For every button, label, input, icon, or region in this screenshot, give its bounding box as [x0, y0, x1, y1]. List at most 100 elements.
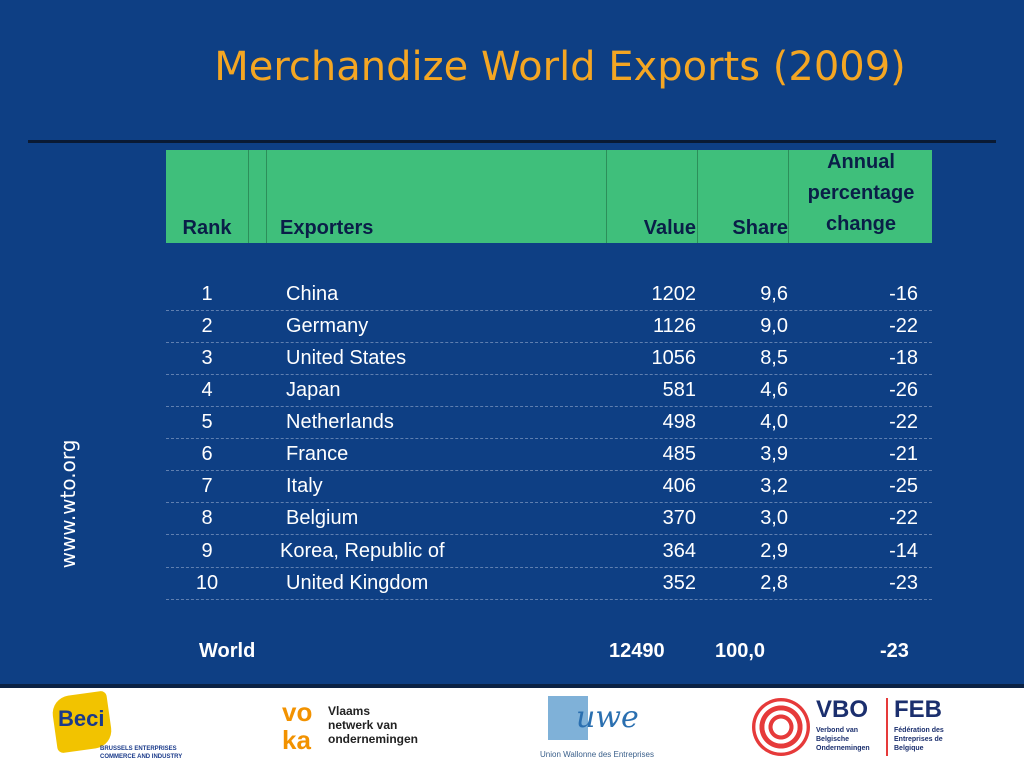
- cell-exporter: France: [286, 443, 349, 465]
- cell-share: 9,6: [760, 283, 788, 305]
- beci-logo: Beci BRUSSELS ENTERPRISES COMMERCE AND I…: [50, 690, 194, 764]
- cell-share: 9,0: [760, 315, 788, 337]
- cell-value: 485: [662, 443, 696, 465]
- table-row: 2 Germany 1126 9,0 -22: [166, 310, 932, 343]
- cell-share: 3,0: [760, 507, 788, 529]
- cell-exporter: Italy: [286, 475, 323, 497]
- logo-strip: Beci BRUSSELS ENTERPRISES COMMERCE AND I…: [0, 688, 1024, 768]
- table-row: 3 United States 1056 8,5 -18: [166, 342, 932, 375]
- header-divider: [266, 150, 267, 243]
- cell-share: 4,0: [760, 411, 788, 433]
- beci-wordmark: Beci: [58, 706, 105, 731]
- cell-share: 3,2: [760, 475, 788, 497]
- feb-subtitle: Fédération des Entreprises de Belgique: [894, 726, 944, 753]
- voka-text-line: ondernemingen: [328, 732, 419, 746]
- header-divider: [248, 150, 249, 243]
- world-value: 12490: [609, 640, 665, 662]
- cell-exporter: United Kingdom: [286, 572, 429, 594]
- header-annual-change: Annual percentage change: [790, 147, 932, 240]
- cell-share: 3,9: [760, 443, 788, 465]
- cell-exporter: Netherlands: [286, 411, 394, 433]
- feb-subtitle-line: Fédération des: [894, 727, 944, 734]
- table-row: 7 Italy 406 3,2 -25: [166, 470, 932, 503]
- cell-change: -14: [889, 540, 918, 562]
- cell-rank: 9: [201, 540, 213, 562]
- cell-rank: 2: [201, 315, 213, 337]
- cell-change: -26: [889, 379, 918, 401]
- cell-value: 1126: [652, 315, 696, 337]
- cell-value: 581: [662, 379, 696, 401]
- cell-share: 8,5: [760, 347, 788, 369]
- vbo-feb-logo: VBO FEB Verbond van Belgische Ondernemin…: [752, 696, 972, 762]
- cell-value: 1056: [651, 347, 697, 369]
- table-row: 1 China 1202 9,6 -16: [166, 278, 932, 311]
- slide-background: [0, 0, 1024, 688]
- table-row: 4 Japan 581 4,6 -26: [166, 374, 932, 407]
- vbo-subtitle-line: Ondernemingen: [816, 745, 870, 752]
- cell-exporter: Germany: [286, 315, 369, 337]
- voka-text-line: Vlaams: [328, 704, 371, 718]
- vbo-subtitle: Verbond van Belgische Ondernemingen: [816, 726, 870, 753]
- header-annual-line: change: [825, 213, 897, 235]
- voka-text: Vlaams netwerk van ondernemingen: [328, 704, 418, 746]
- header-rank: Rank: [182, 217, 232, 239]
- cell-share: 2,9: [760, 540, 788, 562]
- world-change: -23: [880, 640, 909, 662]
- slide-bottom-rule: [0, 684, 1024, 688]
- cell-share: 4,6: [760, 379, 788, 401]
- cell-value: 370: [662, 507, 696, 529]
- cell-change: -23: [889, 572, 918, 594]
- cell-rank: 3: [201, 347, 213, 369]
- cell-change: -22: [889, 507, 918, 529]
- uwe-caption: Union Wallonne des Entreprises: [540, 750, 654, 759]
- beci-tagline-1: BRUSSELS ENTERPRISES: [100, 746, 177, 752]
- uwe-logo: uwe Union Wallonne des Entreprises: [540, 694, 660, 764]
- vbo-wordmark: VBO: [816, 696, 869, 723]
- cell-change: -21: [889, 443, 918, 465]
- table-header: Rank Exporters Value Share Annual percen…: [166, 150, 932, 243]
- uwe-mark-block: [548, 696, 588, 740]
- table-row: 9 Korea, Republic of 364 2,9 -14: [166, 535, 932, 568]
- cell-value: 352: [662, 572, 696, 594]
- cell-value: 364: [662, 540, 696, 562]
- cell-exporter: United States: [286, 347, 407, 369]
- vbo-feb-emblem: [752, 698, 810, 756]
- header-divider: [697, 150, 698, 243]
- world-label: World: [199, 640, 256, 662]
- cell-exporter: Korea, Republic of: [280, 540, 445, 562]
- header-divider: [606, 150, 607, 243]
- cell-rank: 7: [201, 475, 213, 497]
- voka-text-line: netwerk van: [328, 718, 398, 732]
- cell-value: 406: [662, 475, 696, 497]
- vbo-feb-divider: [886, 698, 888, 756]
- cell-rank: 8: [201, 507, 213, 529]
- cell-value: 1202: [651, 283, 697, 305]
- cell-change: -25: [889, 475, 918, 497]
- cell-value: 498: [662, 411, 696, 433]
- title-divider: [28, 140, 996, 143]
- voka-mark: vo ka: [282, 698, 322, 758]
- cell-change: -22: [889, 315, 918, 337]
- table-row: 5 Netherlands 498 4,0 -22: [166, 406, 932, 439]
- cell-change: -22: [889, 411, 918, 433]
- header-annual-line: Annual: [827, 151, 895, 173]
- cell-rank: 10: [195, 572, 219, 594]
- table-row: 6 France 485 3,9 -21: [166, 438, 932, 471]
- header-share: Share: [732, 217, 788, 239]
- cell-share: 2,8: [760, 572, 788, 594]
- cell-rank: 4: [201, 379, 213, 401]
- world-share: 100,0: [715, 640, 766, 662]
- cell-exporter: China: [286, 283, 339, 305]
- voka-logo: vo ka Vlaams netwerk van ondernemingen: [282, 698, 442, 762]
- table-row: 8 Belgium 370 3,0 -22: [166, 502, 932, 535]
- uwe-wordmark: uwe: [576, 700, 639, 735]
- header-value: Value: [643, 217, 696, 239]
- cell-rank: 5: [201, 411, 213, 433]
- cell-change: -18: [889, 347, 918, 369]
- voka-mark-bottom: ka: [282, 725, 311, 755]
- header-exporters: Exporters: [280, 217, 374, 239]
- feb-subtitle-line: Entreprises de: [894, 736, 943, 743]
- cell-rank: 1: [201, 283, 213, 305]
- header-divider: [788, 150, 789, 243]
- source-label: www.wto.org: [56, 439, 80, 569]
